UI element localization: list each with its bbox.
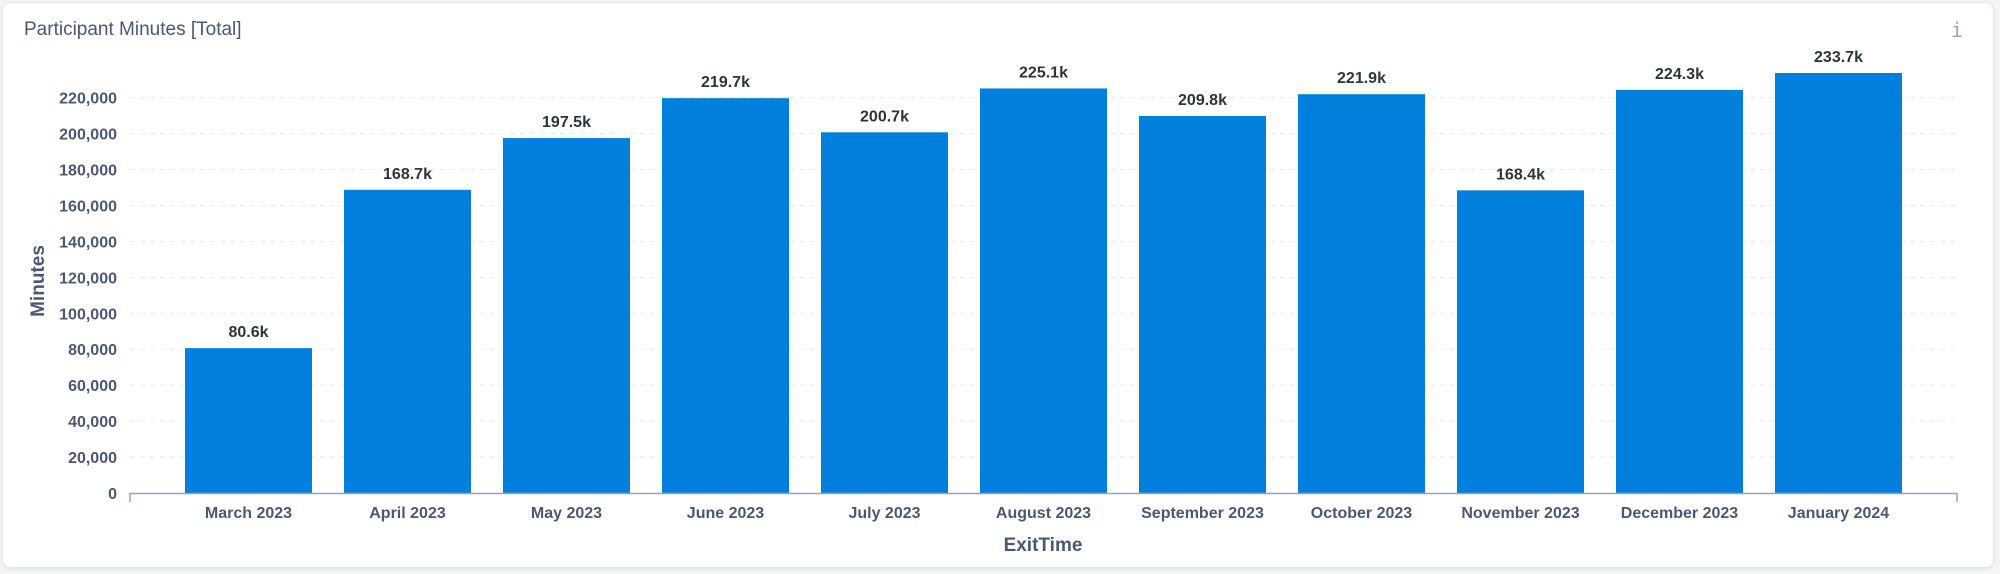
bar[interactable] (662, 98, 789, 494)
bar-data-label: 197.5k (542, 114, 591, 131)
x-tick-label: October 2023 (1311, 505, 1412, 522)
x-tick-label: June 2023 (687, 505, 764, 522)
bar-data-label: 200.7k (860, 108, 909, 125)
x-axis-ticks: March 2023 April 2023 May 2023 June 2023 Jul… (129, 493, 1958, 522)
y-tick-label: 0 (108, 486, 117, 503)
info-icon[interactable]: i (1950, 18, 1963, 42)
x-tick-label: January 2024 (1788, 505, 1890, 522)
bar-data-label: 168.4k (1496, 166, 1545, 183)
bar[interactable] (1457, 190, 1584, 494)
x-tick-label: March 2023 (205, 505, 292, 522)
x-tick-label: September 2023 (1141, 505, 1264, 522)
bar[interactable] (980, 88, 1107, 493)
y-tick-label: 20,000 (68, 450, 117, 467)
x-tick-label: April 2023 (369, 505, 446, 522)
bar-data-label: 209.8k (1178, 92, 1227, 109)
x-tick-label: November 2023 (1461, 505, 1579, 522)
bars (185, 72, 1902, 494)
bar-data-label: 221.9k (1337, 70, 1386, 87)
x-tick-label: December 2023 (1621, 505, 1739, 522)
y-tick-label: 140,000 (59, 234, 117, 251)
bar[interactable] (821, 132, 948, 494)
y-tick-label: 200,000 (59, 127, 117, 144)
bar-data-label: 225.1k (1019, 64, 1068, 81)
bar[interactable] (503, 138, 630, 494)
card-title[interactable]: Participant Minutes [Total] (24, 19, 242, 40)
x-tick-label: August 2023 (996, 505, 1091, 522)
x-tick-label: May 2023 (531, 505, 602, 522)
bar[interactable] (185, 348, 312, 493)
y-tick-label: 180,000 (59, 163, 117, 180)
bar-data-label: 233.7k (1814, 49, 1863, 66)
bar[interactable] (344, 189, 471, 493)
bar-data-label: 219.7k (701, 74, 750, 91)
y-axis-ticks: 0 20,000 40,000 60,000 80,000 100,000 120,000 1… (59, 91, 117, 503)
y-tick-label: 220,000 (59, 91, 117, 108)
bar[interactable] (1616, 89, 1743, 494)
x-tick-label: July 2023 (848, 505, 920, 522)
y-tick-label: 60,000 (68, 378, 117, 395)
bar-data-label: 224.3k (1655, 66, 1704, 83)
y-axis-title: Minutes (28, 245, 49, 317)
y-tick-label: 160,000 (59, 198, 117, 215)
y-tick-label: 100,000 (59, 306, 117, 323)
bar[interactable] (1775, 72, 1902, 494)
bar-data-label: 80.6k (228, 324, 268, 341)
x-axis-title: ExitTime (1004, 535, 1083, 556)
bar[interactable] (1298, 94, 1425, 493)
y-tick-label: 40,000 (68, 414, 117, 431)
bar-data-label: 168.7k (383, 166, 432, 183)
y-tick-label: 120,000 (59, 270, 117, 287)
y-tick-label: 80,000 (68, 342, 117, 359)
bar-data-labels: 80.6k 168.7k 197.5k 219.7k 200.7k 225.1k 209.8… (228, 49, 1863, 341)
bar[interactable] (1139, 115, 1266, 493)
